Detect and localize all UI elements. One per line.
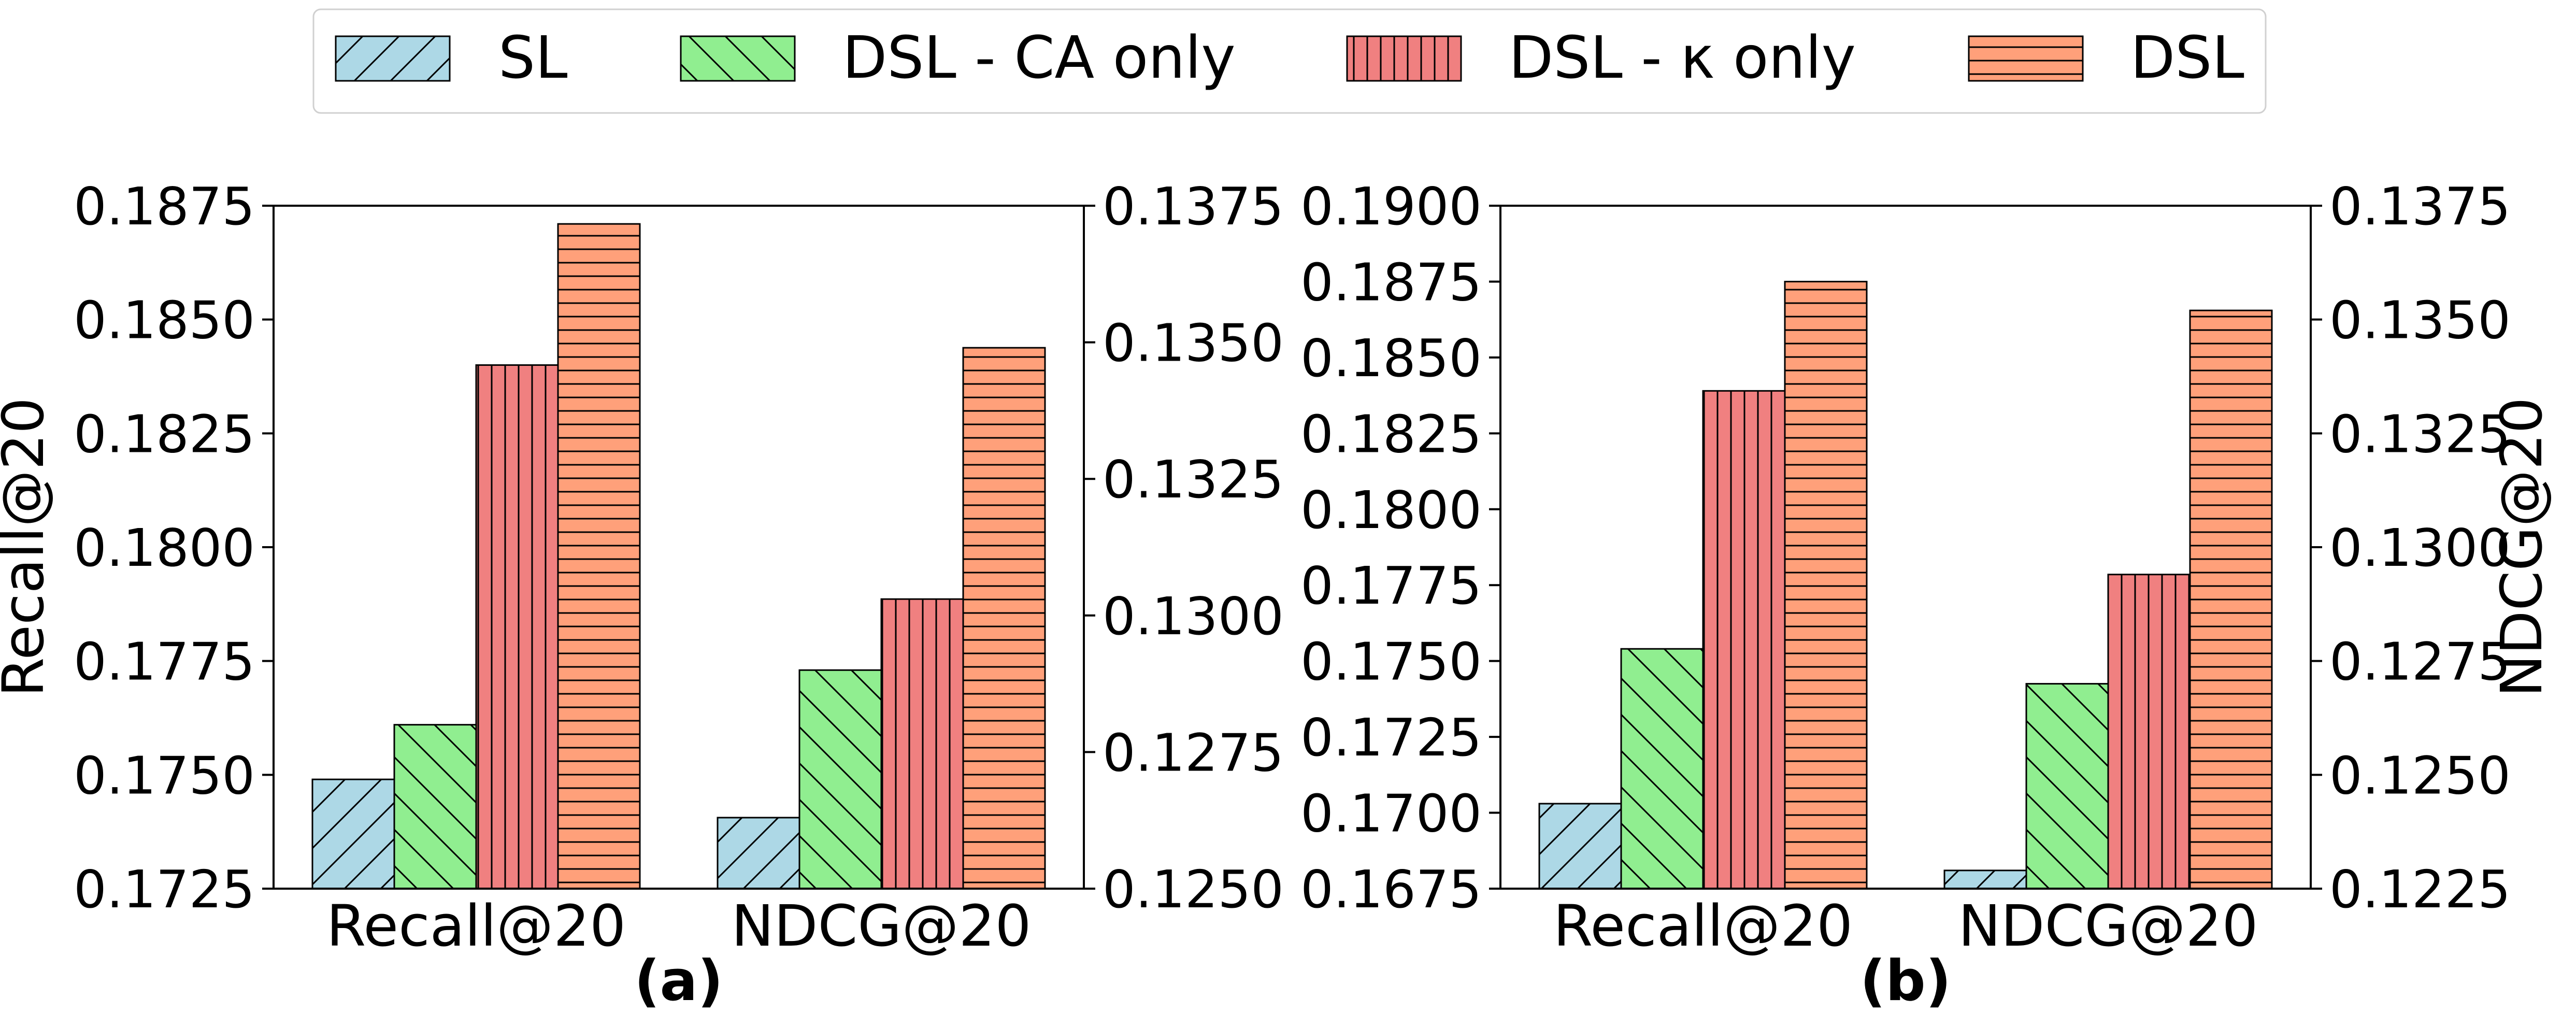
legend-label-ca-only: DSL - CA only xyxy=(842,24,1236,92)
legend-swatch-ca-only-hatch xyxy=(680,35,796,82)
legend-label-kappa-only: DSL - κ only xyxy=(1509,24,1856,92)
y-left-tick-label: 0.1725 xyxy=(74,859,255,920)
bar-sl-ndcg-20-hatch xyxy=(1943,869,2027,890)
bar-dsl-ca-only-ndcg-20-hatch xyxy=(2025,683,2109,890)
legend-entry-dsl: DSL xyxy=(1968,24,2244,92)
panel-label: (b) xyxy=(1860,949,1951,1014)
y-right-tick-label: 0.1375 xyxy=(2329,176,2511,237)
y-right-tick-label: 0.1300 xyxy=(2329,518,2511,578)
bar-dsl-ca-only-recall-20-hatch xyxy=(393,724,477,890)
y-left-tick-label: 0.1850 xyxy=(1300,328,1482,389)
bar-dsl-ca-only-ndcg-20-hatch xyxy=(798,669,882,890)
bar-dsl-ndcg-20-hatch xyxy=(962,347,1046,890)
bar-dsl-kappa-only-ndcg-20-hatch xyxy=(2107,574,2191,890)
y-right-tick-label: 0.1325 xyxy=(1103,449,1284,510)
y-left-tick-label: 0.1725 xyxy=(1300,707,1482,768)
legend-entry-kappa-only: DSL - κ only xyxy=(1346,24,1856,92)
y-left-tick-label: 0.1750 xyxy=(1300,632,1482,692)
bar-sl-recall-20-hatch xyxy=(1538,803,1622,890)
y-right-tick-label: 0.1325 xyxy=(2329,404,2511,464)
panel-label: (a) xyxy=(634,949,723,1014)
y-left-tick-label: 0.1700 xyxy=(1300,783,1482,844)
bar-dsl-kappa-only-ndcg-20-hatch xyxy=(880,598,964,890)
y-right-tick-label: 0.1225 xyxy=(2329,859,2511,920)
legend-entry-ca-only: DSL - CA only xyxy=(680,24,1236,92)
y-right-tick-label: 0.1275 xyxy=(2329,632,2511,692)
legend: SL DSL - CA only DSL - κ only DSL xyxy=(312,8,2267,114)
y-left-tick-label: 0.1800 xyxy=(74,518,255,578)
panel-a: Recall@20 NDCG@20 0.1725 0.1750 0.1775 0.1800… xyxy=(0,176,1284,1014)
bar-dsl-kappa-only-recall-20-hatch xyxy=(1702,390,1786,890)
bar-dsl-recall-20-hatch xyxy=(557,223,641,890)
panel-b: Recall@20 NDCG@20 0.1675 0.1700 0.1725 0.1750… xyxy=(1300,176,2555,1014)
bar-dsl-recall-20-hatch xyxy=(1784,280,1868,890)
y-right-tick-label: 0.1350 xyxy=(1103,313,1284,374)
y-left-tick-label: 0.1775 xyxy=(74,632,255,692)
y-left-tick-label: 0.1900 xyxy=(1300,176,1482,237)
y-left-tick-label: 0.1775 xyxy=(1300,555,1482,616)
y-left-tick-label: 0.1875 xyxy=(74,176,255,237)
x-tick-label: NDCG@20 xyxy=(1958,893,2258,959)
legend-swatch-dsl-hatch xyxy=(1968,35,2084,82)
y-left-tick-label: 0.1825 xyxy=(1300,404,1482,464)
legend-label-dsl: DSL xyxy=(2130,24,2244,92)
x-tick-label: Recall@20 xyxy=(326,893,626,959)
y-axis-title: NDCG@20 xyxy=(2488,397,2555,697)
y-right-tick-label: 0.1250 xyxy=(1103,859,1284,920)
legend-swatch-sl-hatch xyxy=(335,35,451,82)
legend-frame xyxy=(312,8,2267,114)
bar-sl-recall-20-hatch xyxy=(311,778,395,890)
bar-dsl-ca-only-recall-20-hatch xyxy=(1620,648,1704,890)
y-right-tick-label: 0.1275 xyxy=(1103,722,1284,783)
legend-swatch-kappa-only-hatch xyxy=(1346,35,1462,82)
bar-sl-ndcg-20-hatch xyxy=(717,817,800,890)
y-left-tick-label: 0.1825 xyxy=(74,404,255,464)
y-right-tick-label: 0.1300 xyxy=(1103,586,1284,647)
legend-entry-sl: SL xyxy=(335,24,568,92)
y-left-tick-label: 0.1850 xyxy=(74,290,255,351)
y-left-tick-label: 0.1875 xyxy=(1300,252,1482,312)
y-left-tick-label: 0.1750 xyxy=(74,745,255,806)
y-left-tick-label: 0.1675 xyxy=(1300,859,1482,920)
y-right-tick-label: 0.1350 xyxy=(2329,290,2511,351)
x-tick-label: Recall@20 xyxy=(1553,893,1853,959)
y-left-tick-label: 0.1800 xyxy=(1300,480,1482,540)
y-right-tick-label: 0.1250 xyxy=(2329,745,2511,806)
x-tick-label: NDCG@20 xyxy=(731,893,1031,959)
legend-label-sl: SL xyxy=(498,24,568,92)
bar-dsl-kappa-only-recall-20-hatch xyxy=(475,364,559,890)
y-axis-title: Recall@20 xyxy=(0,397,56,697)
y-right-tick-label: 0.1375 xyxy=(1103,176,1284,237)
bar-dsl-ndcg-20-hatch xyxy=(2189,309,2273,890)
